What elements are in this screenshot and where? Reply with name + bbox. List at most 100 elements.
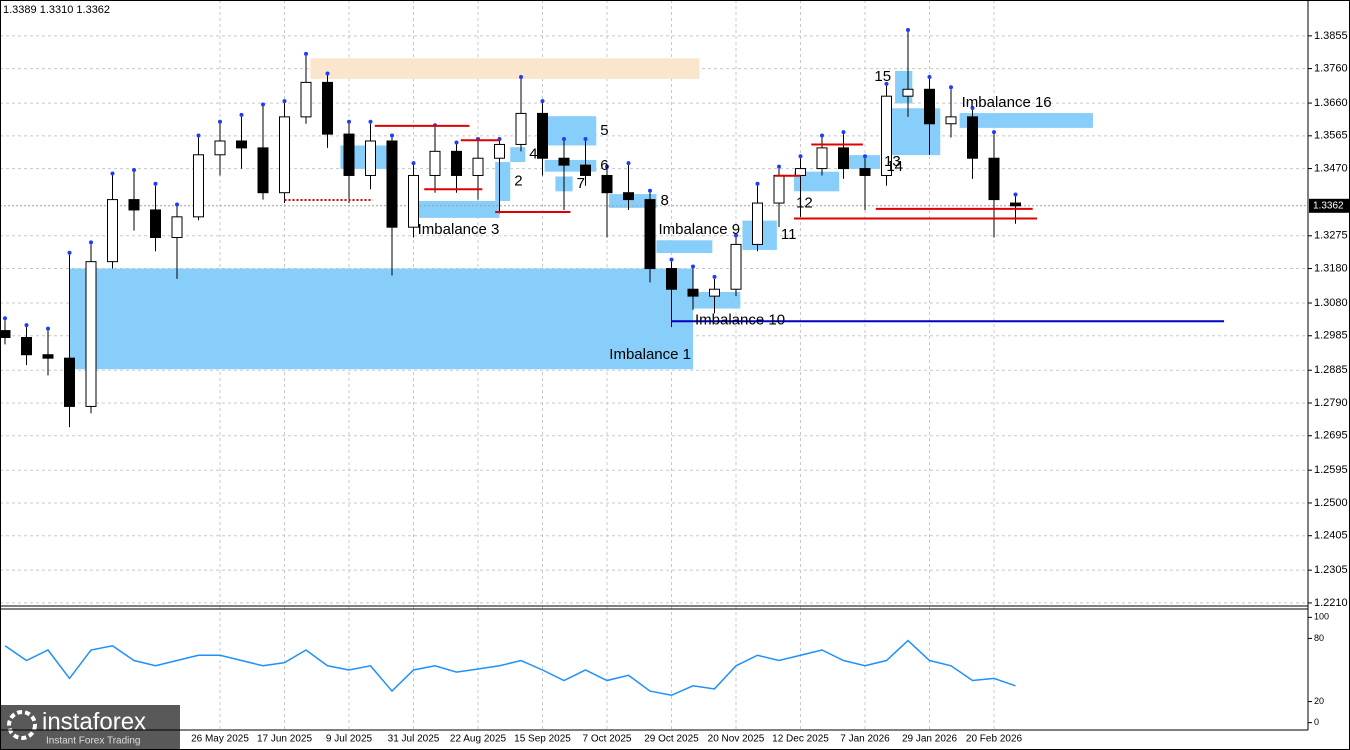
zone-label: Imbalance 16	[962, 94, 1052, 111]
candle-body	[838, 147, 849, 170]
fractal-high	[3, 316, 7, 321]
y-tick-label: 1.2885	[1314, 364, 1348, 376]
candle-body	[601, 174, 613, 194]
x-tick-label: 9 Jul 2025	[326, 734, 373, 745]
y-tick-label: 1.2210	[1314, 597, 1348, 609]
candle-body	[709, 288, 720, 297]
watermark-brand: instaforex	[42, 708, 146, 735]
fractal-high	[519, 74, 523, 79]
y-tick-label: 1.2405	[1314, 530, 1348, 542]
fractal-high	[454, 140, 459, 145]
candle-body	[408, 174, 419, 228]
x-tick-label: 29 Jan 2026	[902, 734, 957, 745]
y-tick-label: 1.3180	[1314, 262, 1348, 274]
zone-label: 7	[577, 175, 585, 192]
x-tick-label: 17 Jun 2025	[257, 734, 312, 745]
x-tick-label: 20 Nov 2025	[708, 734, 765, 745]
imbalance-zone	[794, 171, 840, 192]
x-tick-label: 29 Oct 2025	[644, 734, 699, 745]
candle-body	[816, 147, 828, 170]
y-tick-label: 20	[1314, 696, 1324, 706]
candle-body	[988, 157, 1000, 201]
candle-body	[494, 143, 505, 159]
fractal-high	[691, 264, 695, 269]
y-tick-label: 1.2500	[1314, 497, 1348, 509]
candle-body	[429, 150, 441, 176]
fractal-high	[798, 154, 803, 159]
fractal-high	[605, 164, 609, 169]
fractal-high	[949, 85, 953, 90]
candle-body	[236, 140, 247, 149]
y-tick-label: 0	[1314, 717, 1319, 727]
candle-body	[171, 216, 183, 239]
imbalance-zone	[693, 291, 741, 309]
fractal-high	[411, 161, 416, 166]
fractal-high	[368, 119, 373, 124]
candle-body	[902, 88, 914, 97]
fractal-high	[325, 71, 330, 76]
candle-body	[795, 168, 806, 176]
y-tick-label: 1.2695	[1314, 430, 1348, 442]
zone-label: Imbalance 10	[695, 312, 785, 329]
imbalance-zone	[415, 200, 500, 218]
y-tick-label: 1.3080	[1314, 297, 1348, 309]
zone-label: 12	[796, 194, 813, 211]
fractal-high	[562, 136, 566, 141]
imbalance-zone	[510, 147, 526, 163]
candle-body	[859, 168, 871, 176]
fractal-high	[863, 154, 867, 159]
imbalance-zone	[895, 71, 913, 104]
y-tick-label: 1.2790	[1314, 397, 1348, 409]
fractal-high	[46, 326, 50, 331]
candle-body	[300, 81, 312, 118]
fractal-high	[755, 181, 760, 186]
fractal-high	[820, 133, 824, 138]
fractal-high	[175, 202, 179, 207]
y-tick-label: 1.3760	[1314, 63, 1348, 75]
candle-body	[365, 140, 376, 176]
candle-body	[580, 164, 591, 176]
fractal-high	[777, 164, 781, 169]
candle-body	[386, 140, 398, 228]
fractal-high	[110, 171, 115, 176]
candle-body	[881, 95, 892, 176]
x-tick-label: 7 Oct 2025	[583, 734, 632, 745]
fractal-high	[927, 74, 932, 79]
zone-label: 11	[781, 226, 797, 243]
candle-body	[64, 357, 75, 407]
fractal-high	[89, 240, 93, 245]
candle-body	[666, 268, 677, 290]
x-tick-label: 15 Sep 2025	[514, 734, 571, 745]
fractal-high	[196, 133, 201, 138]
imbalance-zone	[69, 268, 693, 370]
candle-body	[42, 354, 54, 359]
imbalance-zone	[845, 155, 881, 169]
fractal-high	[1013, 192, 1018, 197]
ohlc-header: 1.3389 1.3310 1.3362	[3, 4, 110, 16]
fractal-high	[992, 130, 996, 135]
fractal-high	[153, 181, 158, 186]
candle-body	[558, 157, 570, 166]
y-tick-label: 1.2985	[1314, 330, 1348, 342]
y-tick-label: 1.3855	[1314, 30, 1348, 42]
x-tick-label: 12 Dec 2025	[772, 734, 829, 745]
fractal-high	[390, 133, 394, 138]
y-tick-label: 1.2595	[1314, 464, 1348, 476]
imbalance-zone	[310, 58, 700, 79]
candle-body	[451, 150, 462, 176]
candle-body	[730, 243, 742, 290]
x-tick-label: 20 Feb 2026	[966, 734, 1023, 745]
candle-body	[752, 202, 763, 245]
fractal-high	[626, 161, 631, 166]
candle-body	[214, 140, 226, 156]
fractal-high	[132, 168, 136, 173]
y-tick-label: 80	[1314, 633, 1324, 643]
fractal-high	[734, 233, 738, 238]
candle-body	[193, 154, 204, 218]
candle-body	[107, 199, 118, 263]
candle-body	[21, 336, 32, 356]
candle-body	[343, 133, 355, 176]
y-tick-label: 100	[1314, 612, 1329, 622]
rsi-line	[4, 639, 1016, 697]
